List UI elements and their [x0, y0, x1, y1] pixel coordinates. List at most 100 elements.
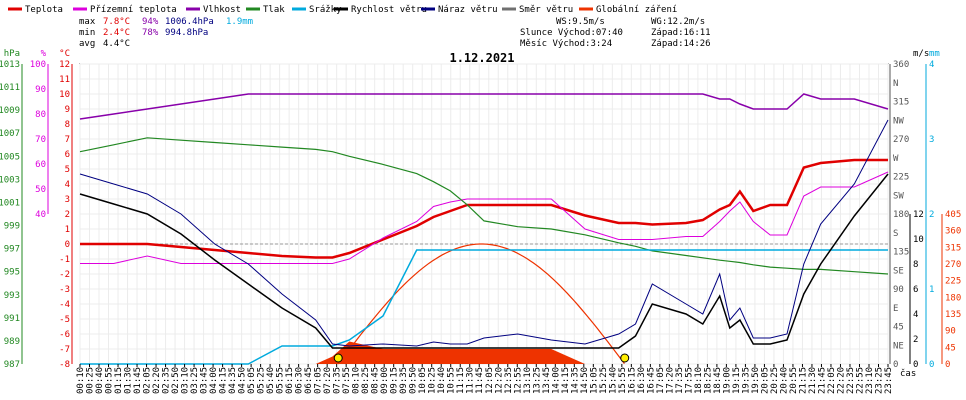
x-tick-label: 16:15	[627, 367, 637, 394]
x-tick-label: 04:50	[238, 367, 248, 394]
press-tick: 1013	[0, 60, 20, 70]
x-tick-label: 14:50	[580, 367, 590, 394]
radiation-arc	[337, 243, 625, 365]
x-tick-label: 17:20	[665, 367, 675, 394]
press-tick: 1003	[0, 175, 20, 185]
x-tick-label: 20:55	[789, 367, 799, 394]
sunrise-marker	[333, 353, 343, 363]
stat-moonrise: Měsíc Východ:3:24	[520, 39, 612, 49]
x-tick-label: 03:25	[190, 367, 200, 394]
temp-tick: -8	[59, 360, 70, 370]
stat-hum-max: 94%	[142, 17, 159, 27]
press-tick: 1011	[0, 83, 20, 93]
axes: 1013101110091007100510031001999997995993…	[0, 49, 961, 370]
temp-tick: -3	[59, 285, 70, 295]
x-tick-label: 22:20	[836, 367, 846, 394]
x-tick-label: 05:40	[266, 367, 276, 394]
rad-tick: 135	[945, 310, 961, 320]
dir-tick: 270	[893, 135, 909, 145]
x-tick-label: 14:00	[551, 367, 561, 394]
x-tick-label: 17:35	[675, 367, 685, 394]
rain-tick: 0	[929, 360, 934, 370]
x-tick-label: 15:05	[589, 367, 599, 394]
rad-tick: 270	[945, 260, 961, 270]
temp-tick: 2	[65, 210, 70, 220]
temp-tick: 4	[65, 180, 70, 190]
x-tick-label: 07:20	[323, 367, 333, 394]
legend-label: Globální záření	[596, 5, 677, 15]
temp-tick: 9	[65, 105, 70, 115]
sunset-marker	[620, 353, 630, 363]
hum-tick: 50	[35, 185, 46, 195]
temp-tick: -1	[59, 255, 70, 265]
x-tick-label: 16:30	[637, 367, 647, 394]
dir-tick: N	[893, 79, 898, 89]
x-tick-label: 05:55	[276, 367, 286, 394]
legend-label: Náraz větru	[438, 5, 498, 15]
dir-tick: NE	[893, 341, 904, 351]
rad-tick: 360	[945, 227, 961, 237]
x-tick-label: 14:35	[570, 367, 580, 394]
x-tick-label: 06:30	[295, 367, 305, 394]
x-tick-label: 22:55	[855, 367, 865, 394]
rad-tick: 405	[945, 210, 961, 220]
dir-tick: 135	[893, 248, 909, 258]
temp-tick: -5	[59, 315, 70, 325]
series-teplota	[80, 158, 888, 259]
series-přízemní-teplota	[80, 171, 889, 264]
temp-tick: 12	[59, 60, 70, 70]
temp-tick: -2	[59, 270, 70, 280]
temp-tick: 10	[59, 90, 70, 100]
dir-tick: 0	[893, 360, 898, 370]
x-tick-label: 18:10	[694, 367, 704, 394]
stat-rain: 1.9mm	[226, 17, 253, 27]
series-rychlost-větru	[79, 173, 889, 349]
wind-tick: 0	[913, 360, 918, 370]
x-tick-label: 20:05	[760, 367, 770, 394]
temp-tick: 3	[65, 195, 70, 205]
rad-tick: 315	[945, 243, 961, 253]
stat-moonset: Západ:14:26	[651, 39, 711, 49]
x-tick-label: 10:25	[428, 367, 438, 394]
x-tick-label: 19:50	[751, 367, 761, 394]
x-tick-label: 12:55	[513, 367, 523, 394]
stat-temp-min: 2.4°C	[103, 28, 130, 38]
legend-label: Přízemní teplota	[90, 5, 177, 15]
stat-wind: WS:9.5m/s	[556, 17, 605, 27]
x-tick-label: 13:25	[532, 367, 542, 394]
dir-tick: 360	[893, 60, 909, 70]
x-tick-label: 12:05	[485, 367, 495, 394]
x-tick-label: 08:45	[371, 367, 381, 394]
x-tick-label: 06:45	[304, 367, 314, 394]
x-tick-label: 18:25	[703, 367, 713, 394]
x-tick-label: 08:10	[352, 367, 362, 394]
stats-block: max min avg 7.8°C 2.4°C 4.4°C 94% 78% 10…	[79, 17, 711, 49]
x-tick-label: 22:35	[846, 367, 856, 394]
x-tick-label: 10:40	[437, 367, 447, 394]
press-tick: 987	[4, 360, 20, 370]
x-tick-label: 10:05	[418, 367, 428, 394]
x-tick-label: 12:35	[504, 367, 514, 394]
stat-hum-min: 78%	[142, 28, 159, 38]
x-tick-label: 00:25	[86, 367, 96, 394]
hum-tick: 70	[35, 135, 46, 145]
temp-tick: -6	[59, 330, 70, 340]
x-tick-label: 10:55	[447, 367, 457, 394]
stat-sunset: Západ:16:11	[651, 28, 711, 38]
press-tick: 995	[4, 268, 20, 278]
x-tick-label: 07:35	[333, 367, 343, 394]
rad-tick: 225	[945, 277, 961, 287]
rain-tick: 1	[929, 285, 934, 295]
temp-tick: 8	[65, 120, 70, 130]
temp-tick: 0	[65, 240, 70, 250]
x-tick-label: 22:05	[827, 367, 837, 394]
x-tick-label: 19:15	[732, 367, 742, 394]
x-tick-label: 02:05	[143, 367, 153, 394]
x-tick-label: 01:15	[114, 367, 124, 394]
x-tick-label: 04:35	[228, 367, 238, 394]
x-tick-label: 13:45	[542, 367, 552, 394]
x-tick-label: 03:10	[181, 367, 191, 394]
rain-tick: 3	[929, 135, 934, 145]
x-tick-label: 20:40	[779, 367, 789, 394]
